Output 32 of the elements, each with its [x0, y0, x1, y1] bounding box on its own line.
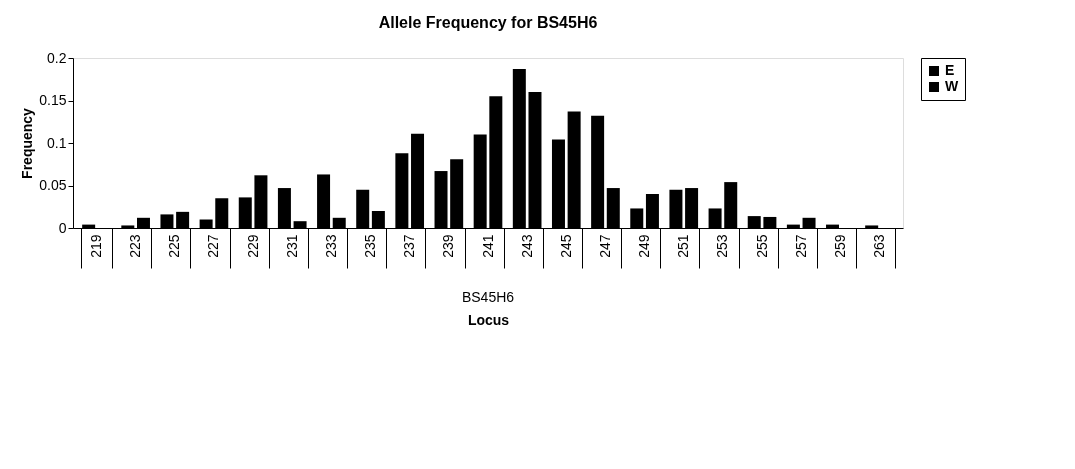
x-tick-label: 253	[714, 234, 731, 258]
y-tick-label: 0.05	[39, 177, 67, 193]
x-tick-label: 259	[831, 234, 848, 258]
x-tick-label: 223	[127, 234, 144, 258]
y-tick-label: 0	[58, 219, 67, 236]
x-tick-label: 257	[792, 234, 809, 258]
legend-label: E	[945, 62, 955, 78]
x-tick-label: 251	[675, 234, 692, 258]
text: BS45H6	[461, 289, 515, 305]
legend-label: W	[945, 78, 959, 94]
x-tick-label: 239	[440, 234, 457, 258]
x-tick-label: 231	[283, 234, 300, 258]
x-tick-label: 245	[557, 234, 574, 258]
x-tick-label: 233	[322, 234, 339, 258]
y-tick-label: 0.1	[47, 134, 67, 151]
x-axis-title: Locus	[467, 312, 510, 328]
x-tick-label: 247	[596, 234, 613, 258]
x-tick-label: 225	[166, 234, 183, 258]
chart-title: Allele Frequency for BS45H6	[378, 14, 598, 31]
x-tick-label: 263	[871, 234, 888, 258]
y-tick-label: 0.2	[47, 49, 67, 66]
x-tick-label: 237	[401, 234, 418, 258]
x-tick-label: 243	[518, 234, 535, 258]
x-tick-label: 249	[636, 234, 653, 258]
x-tick-label: 229	[244, 234, 261, 258]
y-tick-label: 0.15	[39, 92, 67, 108]
x-tick-label: 255	[753, 234, 770, 258]
x-tick-label: 227	[205, 234, 222, 258]
x-tick-label: 241	[479, 234, 496, 258]
x-tick-label: 219	[87, 234, 104, 258]
y-axis-title: Frequency	[19, 107, 36, 179]
x-tick-label: 235	[362, 234, 379, 258]
